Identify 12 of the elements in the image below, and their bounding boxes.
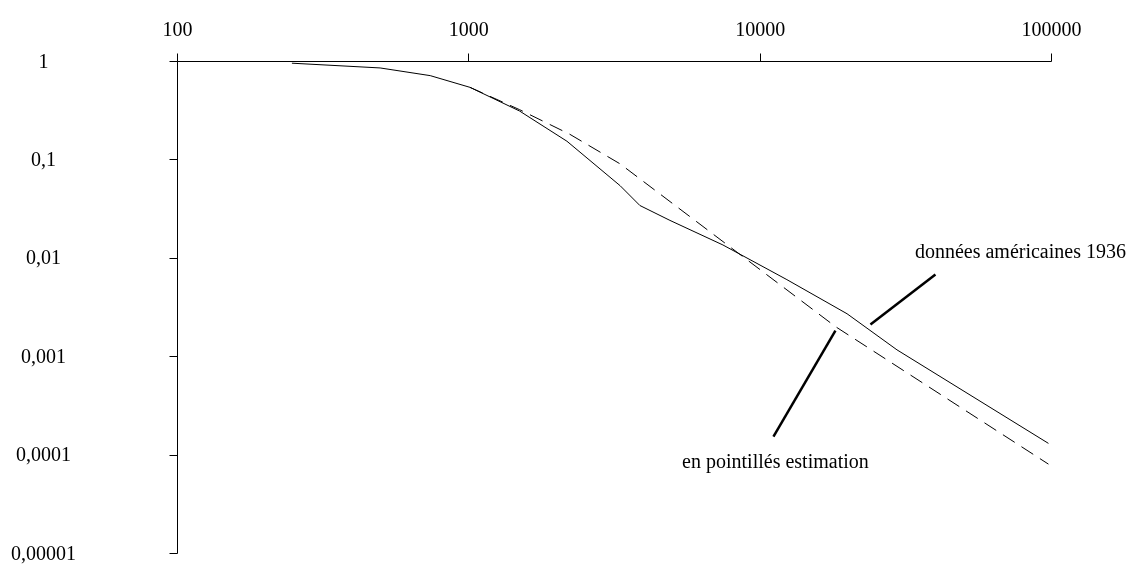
y-tick-label: 0,0001 <box>16 443 71 466</box>
annotation: en pointillés estimation <box>682 449 869 473</box>
y-tick-label: 0,00001 <box>11 541 76 564</box>
x-tick-label: 1000 <box>448 17 489 40</box>
x-tick-label: 10000 <box>735 17 786 40</box>
x-tick-label: 100000 <box>1021 17 1082 40</box>
y-tick-label: 0,01 <box>26 246 61 269</box>
annotation: données américaines 1936 <box>914 240 1126 263</box>
y-tick-label: 0,1 <box>31 147 56 170</box>
y-tick-label: 0,001 <box>21 344 66 367</box>
x-tick-label: 100 <box>162 17 193 40</box>
y-tick-label: 1 <box>38 49 49 72</box>
